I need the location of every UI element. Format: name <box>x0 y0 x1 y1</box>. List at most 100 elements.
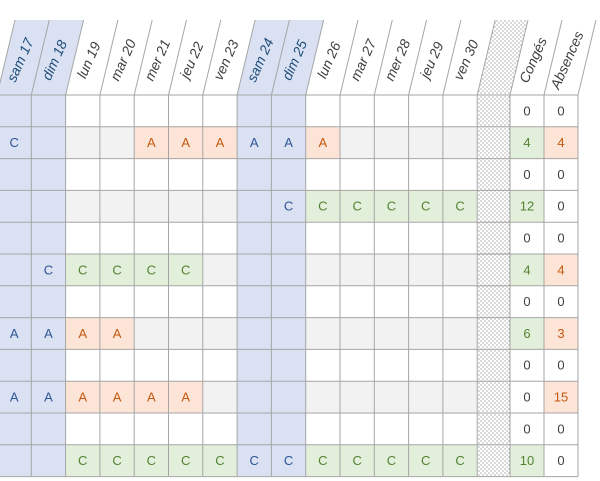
absences-cell-bg <box>544 413 578 445</box>
cell-bg <box>340 126 375 159</box>
conges-cell-bg <box>510 317 544 350</box>
cell-bg <box>340 317 375 350</box>
absences-total: 0 <box>557 231 564 246</box>
absence-mark: A <box>147 135 156 150</box>
cell-bg <box>408 413 443 445</box>
cell-bg <box>202 158 238 191</box>
separator-cell <box>477 190 510 223</box>
cell-bg <box>0 444 32 477</box>
cell-bg <box>0 381 32 413</box>
conges-cell-bg <box>510 126 544 159</box>
cell-bg <box>340 444 375 477</box>
cell-bg <box>271 413 306 445</box>
separator-cell <box>477 158 510 191</box>
cell-bg <box>202 381 238 413</box>
conges-total: 4 <box>523 135 530 150</box>
cell-bg <box>202 349 238 382</box>
absences-total: 0 <box>557 167 564 182</box>
cell-bg <box>374 413 409 445</box>
cell-bg <box>442 95 478 127</box>
cell-bg <box>305 95 340 127</box>
cell-bg <box>0 95 32 127</box>
cell-bg <box>305 413 340 445</box>
cell-bg <box>442 285 478 318</box>
absences-total: 0 <box>557 453 564 468</box>
cell-bg <box>305 158 340 191</box>
cell-bg <box>134 413 169 445</box>
header-weekend-bg <box>237 20 290 95</box>
cell-bg <box>168 381 203 413</box>
cell-bg <box>340 222 375 254</box>
absences-cell-bg <box>544 317 578 350</box>
conge-mark: C <box>421 199 430 214</box>
gridlines <box>0 19 597 478</box>
conge-mark: C <box>318 199 327 214</box>
cell-bg <box>65 444 100 477</box>
cell-bg <box>340 285 375 318</box>
absences-cell-bg <box>544 349 578 382</box>
conge-mark: C <box>318 453 327 468</box>
cell-bg <box>271 381 306 413</box>
cell-bg <box>237 413 272 445</box>
absences-total: 0 <box>557 358 564 373</box>
conges-total: 0 <box>523 231 530 246</box>
absences-total: 4 <box>557 135 564 150</box>
cell-bg <box>408 317 443 350</box>
cell-bg <box>237 317 272 350</box>
cell-bg <box>271 95 306 127</box>
cell-bg <box>202 317 238 350</box>
cell-bg <box>271 349 306 382</box>
header-divider <box>133 19 153 96</box>
cell-bg <box>305 285 340 318</box>
header-divider <box>476 19 496 96</box>
cell-bg <box>374 317 409 350</box>
header-divider <box>30 19 50 96</box>
absences-total: 0 <box>557 294 564 309</box>
cell-bg <box>408 285 443 318</box>
cell-bg <box>374 254 409 286</box>
cell-bg <box>408 254 443 286</box>
cell-bg <box>99 381 135 413</box>
cell-bg <box>374 285 409 318</box>
cell-bg <box>31 222 66 254</box>
cell-bg <box>305 190 340 223</box>
cell-bg <box>31 413 66 445</box>
absences-cell-bg <box>544 381 578 413</box>
cell-bg <box>65 222 100 254</box>
cell-bg <box>134 222 169 254</box>
cell-bg <box>31 285 66 318</box>
conge-mark: C <box>78 453 87 468</box>
absence-mark: A <box>181 135 190 150</box>
cell-bg <box>65 413 100 445</box>
cell-bg <box>65 349 100 382</box>
separator-cell <box>477 444 510 477</box>
cell-bg <box>202 444 238 477</box>
conge-mark: C <box>421 453 430 468</box>
cell-bg <box>134 317 169 350</box>
conge-mark: C <box>284 199 293 214</box>
header-divider <box>543 19 563 96</box>
cell-bg <box>134 381 169 413</box>
conge-mark: C <box>147 262 156 277</box>
separator-cell <box>477 381 510 413</box>
cell-bg <box>134 95 169 127</box>
cell-bg <box>168 158 203 191</box>
cell-bg <box>31 317 66 350</box>
cell-bg <box>408 158 443 191</box>
cell-bg <box>134 254 169 286</box>
cell-bg <box>340 349 375 382</box>
conges-cell-bg <box>510 381 544 413</box>
conges-cell-bg <box>510 254 544 286</box>
header-separator-pattern <box>477 20 528 95</box>
cell-bg <box>442 222 478 254</box>
cell-bg <box>271 222 306 254</box>
cell-bg <box>65 285 100 318</box>
cell-bg <box>65 126 100 159</box>
cell-bg <box>168 190 203 223</box>
cell-bg <box>408 126 443 159</box>
absence-mark: A <box>113 390 122 405</box>
conge-mark: C <box>112 262 121 277</box>
cell-bg <box>237 222 272 254</box>
header-divider <box>442 19 462 96</box>
conges-total: 0 <box>523 358 530 373</box>
